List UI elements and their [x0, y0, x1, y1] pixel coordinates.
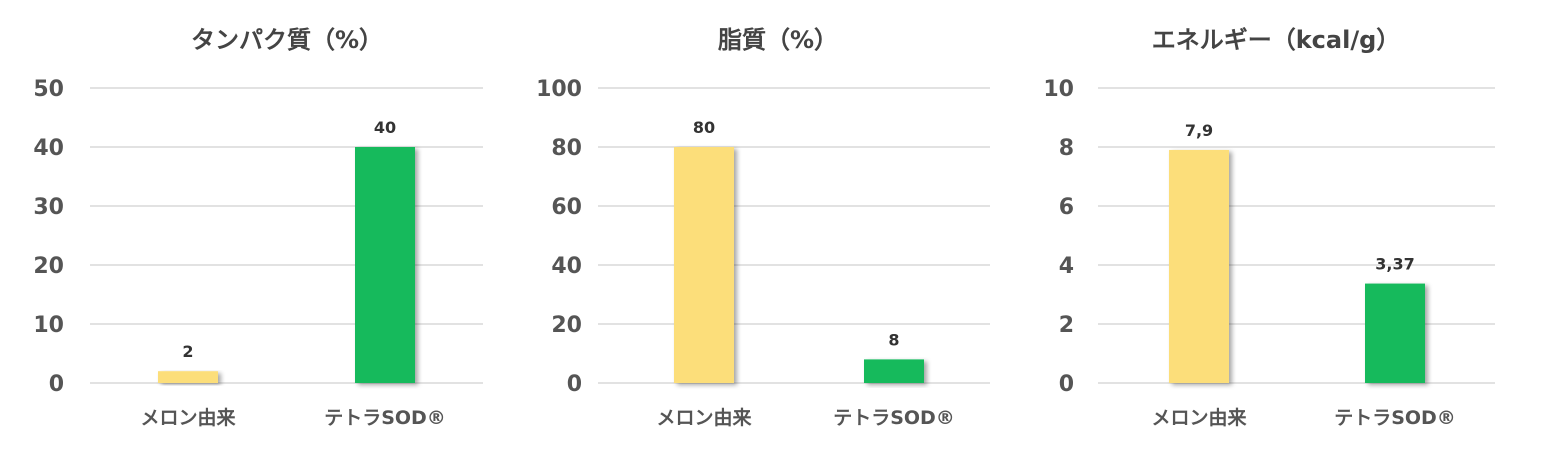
protein-chart: タンパク質（%） 0 10 20 30 40 50 2 メロン由来 40 テトラSOD®	[33, 26, 483, 429]
category-label: テトラSOD®	[833, 407, 955, 429]
y-tick-label: 20	[551, 313, 582, 338]
bar	[674, 147, 734, 383]
chart-title: エネルギー（kcal/g）	[1152, 26, 1401, 54]
energy-chart: エネルギー（kcal/g） 0 2 4 6 8 10 7,9 メロン由来 3,37 テトラSOD®	[1043, 26, 1495, 429]
fat-chart: 脂質（%） 0 20 40 60 80 100 80 メロン由来 8 テトラSOD®	[536, 26, 990, 429]
y-tick-label: 2	[1059, 313, 1074, 338]
category-label: テトラSOD®	[1334, 407, 1456, 429]
y-tick-label: 50	[33, 77, 64, 102]
y-tick-label: 6	[1059, 195, 1074, 220]
chart-title: タンパク質（%）	[191, 26, 383, 54]
data-label: 80	[693, 118, 715, 137]
bar	[1365, 283, 1425, 383]
y-tick-label: 8	[1059, 136, 1074, 161]
bar	[158, 371, 218, 383]
y-tick-label: 10	[1043, 77, 1074, 102]
category-label: テトラSOD®	[324, 407, 446, 429]
y-tick-label: 0	[567, 372, 582, 397]
data-label: 40	[374, 118, 396, 137]
bar	[355, 147, 415, 383]
y-tick-label: 60	[551, 195, 582, 220]
y-tick-label: 4	[1059, 254, 1074, 279]
y-tick-label: 80	[551, 136, 582, 161]
y-tick-label: 40	[551, 254, 582, 279]
category-label: メロン由来	[656, 406, 751, 429]
y-tick-label: 100	[536, 77, 582, 102]
chart-title: 脂質（%）	[718, 26, 838, 54]
data-label: 3,37	[1375, 255, 1414, 274]
y-tick-label: 0	[49, 372, 64, 397]
category-label: メロン由来	[140, 406, 235, 429]
y-tick-label: 20	[33, 254, 64, 279]
category-label: メロン由来	[1151, 406, 1246, 429]
y-tick-label: 10	[33, 313, 64, 338]
y-tick-label: 0	[1059, 372, 1074, 397]
data-label: 7,9	[1185, 121, 1213, 140]
y-tick-label: 40	[33, 136, 64, 161]
bar	[1169, 149, 1229, 383]
data-label: 8	[888, 330, 899, 349]
bar	[864, 359, 924, 383]
y-tick-label: 30	[33, 195, 64, 220]
data-label: 2	[182, 342, 193, 361]
